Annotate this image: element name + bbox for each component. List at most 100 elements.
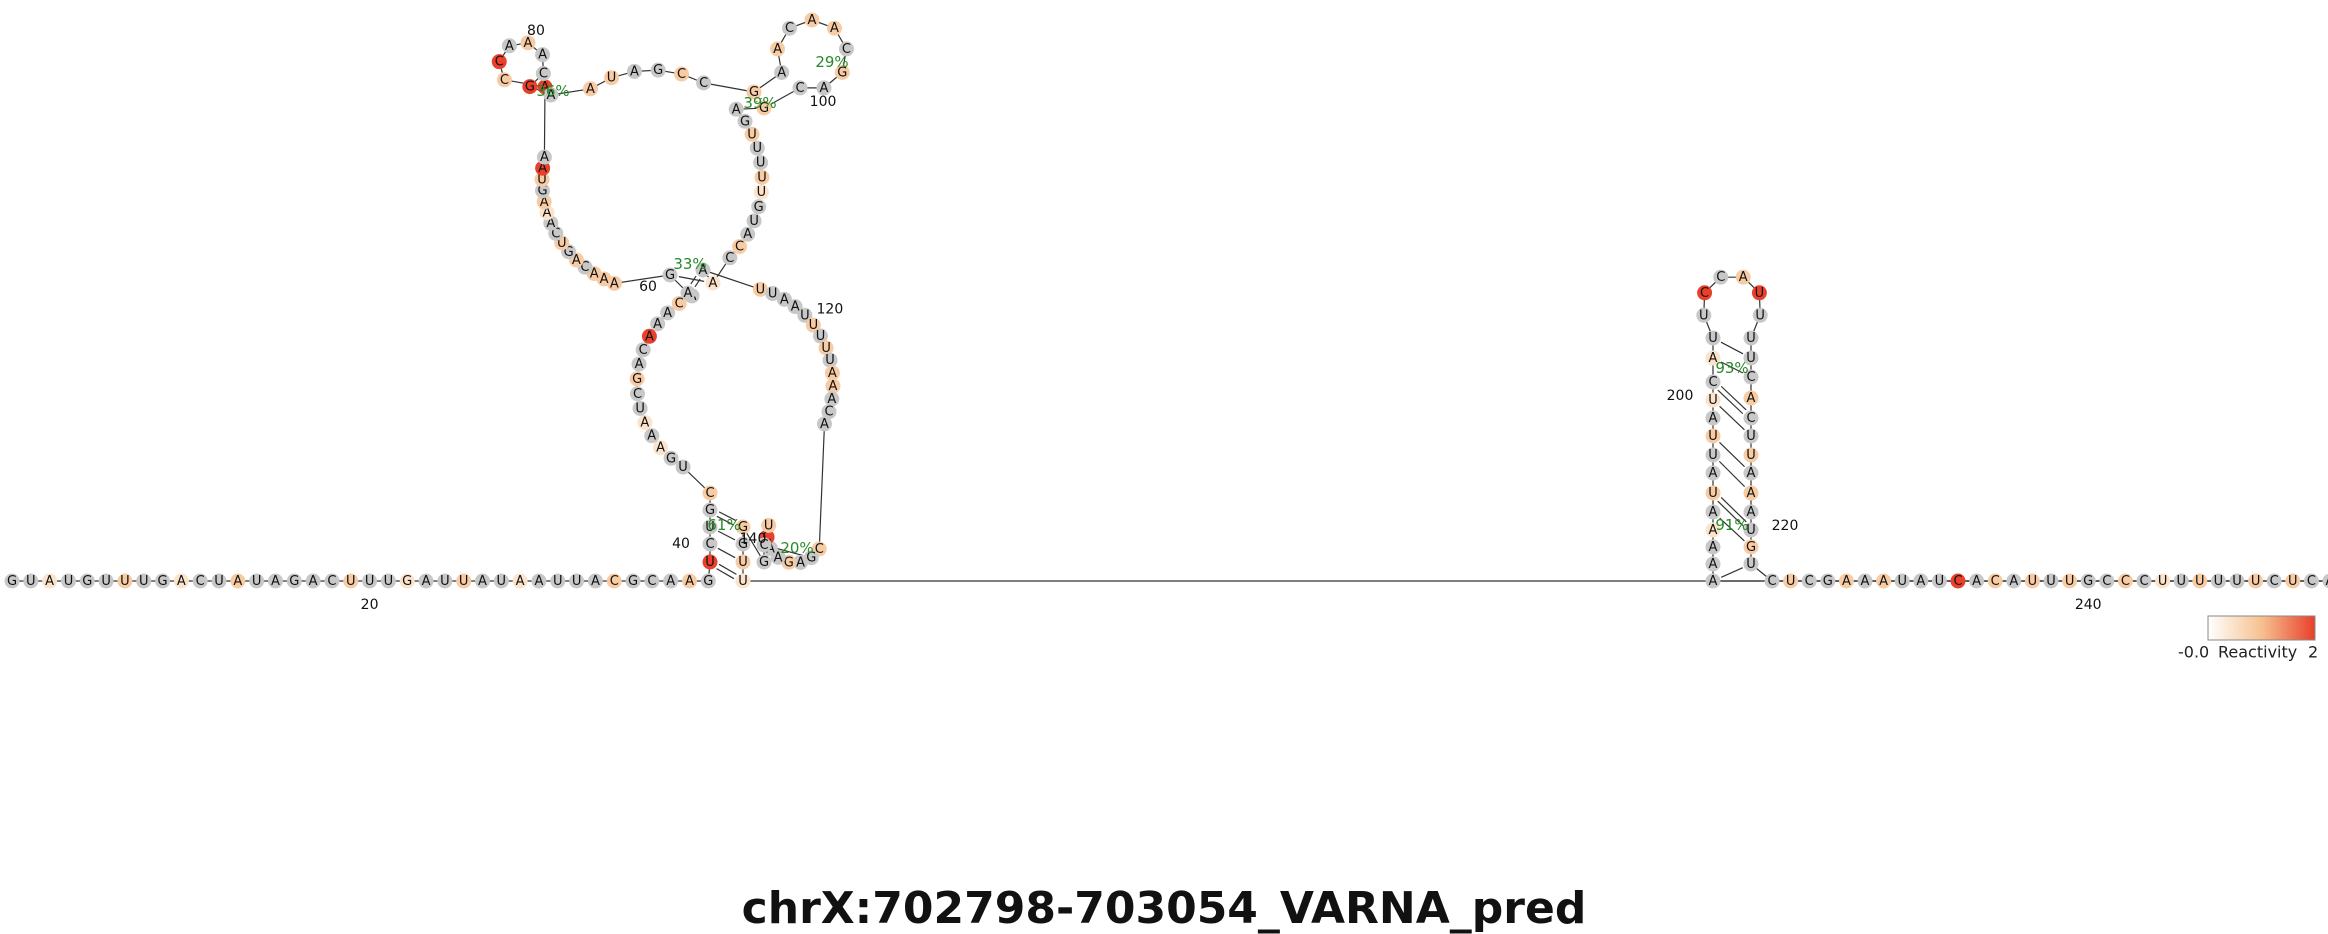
nucleotide-marker	[2043, 573, 2059, 589]
nucleotide-letter: A	[271, 574, 280, 589]
index-label: 220	[1772, 518, 1799, 534]
nucleotide-letter: G	[525, 80, 535, 95]
nucleotide: U	[362, 573, 378, 589]
legend-gradient-bar	[2207, 615, 2316, 641]
nucleotide-letter: U	[800, 308, 810, 323]
nucleotide-letter: U	[2158, 574, 2168, 589]
nucleotide: C	[1743, 410, 1759, 426]
nucleotide: A	[825, 378, 841, 394]
nucleotide: A	[305, 573, 321, 589]
nucleotide: G	[834, 65, 850, 81]
nucleotide-letter: A	[663, 306, 672, 321]
nucleotide: U	[1751, 285, 1767, 301]
nucleotide-letter: U	[738, 574, 748, 589]
base-pair-bond	[678, 276, 705, 282]
nucleotide: C	[644, 573, 660, 589]
nucleotide-marker	[604, 70, 620, 86]
nucleotide-letter: C	[763, 530, 772, 545]
nucleotide-letter: A	[1709, 505, 1718, 520]
nucleotide-marker	[746, 84, 762, 100]
nucleotide: U	[2192, 573, 2208, 589]
nucleotide-letter: C	[1700, 286, 1709, 301]
nucleotide: U	[60, 573, 76, 589]
nucleotide-marker	[543, 87, 559, 103]
nucleotide-letter: U	[252, 574, 262, 589]
nucleotide: U	[797, 307, 813, 323]
nucleotide-marker	[535, 65, 551, 81]
nucleotide: A	[816, 416, 832, 432]
pair-probability-label: 61%	[707, 516, 740, 534]
nucleotide-marker	[23, 573, 39, 589]
nucleotide-marker	[740, 226, 756, 242]
nucleotide-letter: A	[829, 379, 838, 394]
nucleotide: A	[787, 299, 803, 315]
nucleotide-letter: U	[1935, 574, 1945, 589]
nucleotide: A	[776, 291, 792, 307]
nucleotide: A	[682, 573, 698, 589]
nucleotide-marker	[2024, 573, 2040, 589]
nucleotide: A	[816, 80, 832, 96]
nucleotide: U	[812, 328, 828, 344]
backbone-segment	[702, 269, 761, 290]
nucleotide-marker	[418, 573, 434, 589]
nucleotide-marker	[735, 554, 751, 570]
nucleotide-marker	[380, 573, 396, 589]
nucleotide-marker	[765, 286, 781, 302]
nucleotide: A	[824, 391, 840, 407]
nucleotide: A	[1743, 485, 1759, 501]
nucleotide-marker	[702, 554, 718, 570]
nucleotide-letter: U	[2195, 574, 2205, 589]
nucleotide-marker	[587, 573, 603, 589]
nucleotide: U	[2248, 573, 2264, 589]
nucleotide-letter: A	[820, 417, 829, 432]
nucleotide-letter: A	[630, 64, 639, 79]
probability-label-layer: 36% 39% 29% 33% 61% 20% 93% 91%	[536, 53, 1748, 557]
nucleotide: G	[662, 267, 678, 283]
nucleotide-letter: U	[101, 574, 111, 589]
pair-probability-label: 91%	[1715, 516, 1748, 534]
nucleotide-marker	[660, 305, 676, 321]
nucleotide: A	[1705, 573, 1721, 589]
nucleotide-marker	[1705, 539, 1721, 555]
nucleotide-letter: A	[666, 574, 675, 589]
nucleotide-marker	[362, 573, 378, 589]
nucleotide-letter: A	[699, 263, 708, 278]
nucleotide-letter: A	[743, 227, 752, 242]
nucleotide-letter: A	[1739, 270, 1748, 285]
nucleotide-marker	[1820, 573, 1836, 589]
nucleotide-letter: G	[806, 551, 816, 566]
nucleotide: U	[550, 573, 566, 589]
nucleotide: A	[230, 573, 246, 589]
nucleotide-letter: G	[1823, 574, 1833, 589]
nucleotide: G	[1743, 539, 1759, 555]
nucleotide-letter: U	[1699, 308, 1709, 323]
nucleotide-marker	[536, 194, 552, 210]
nucleotide: C	[756, 537, 772, 553]
nucleotide-marker	[267, 573, 283, 589]
nucleotide-marker	[632, 400, 648, 416]
nucleotide-letter: U	[557, 236, 567, 251]
nucleotide-letter: U	[497, 574, 507, 589]
nucleotide-marker	[1743, 369, 1759, 385]
nucleotide-letter: U	[2065, 574, 2075, 589]
nucleotide-marker	[2062, 573, 2078, 589]
nucleotide-marker	[702, 485, 718, 501]
nucleotide-marker	[582, 81, 598, 97]
nucleotide-marker	[1697, 285, 1713, 301]
nucleotide-letter: A	[1842, 574, 1851, 589]
base-pair-layer	[543, 85, 1747, 580]
nucleotide-marker	[2006, 573, 2022, 589]
nucleotide-marker	[1696, 307, 1712, 323]
nucleotide-letter: A	[684, 286, 693, 301]
nucleotide-marker	[812, 328, 828, 344]
nucleotide-letter: A	[540, 195, 549, 210]
nucleotide: U	[1931, 573, 1947, 589]
nucleotide: C	[671, 295, 687, 311]
nucleotide-letter: C	[725, 251, 734, 266]
nucleotide-letter: C	[196, 574, 205, 589]
nucleotide: C	[696, 75, 712, 91]
pair-probability-label: 29%	[815, 53, 848, 71]
nucleotide: U	[211, 573, 227, 589]
nucleotide-marker	[496, 72, 512, 88]
